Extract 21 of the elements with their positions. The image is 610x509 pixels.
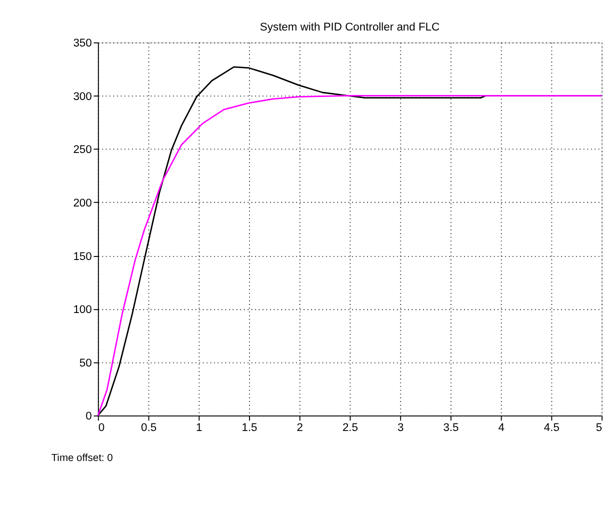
y-tick-label: 200 [73,197,92,210]
y-tick-label: 0 [86,410,92,423]
x-tick-label: 3.5 [443,422,459,434]
y-tick-label: 250 [73,144,92,156]
x-tick-label: 3 [397,422,404,434]
x-tick-label: 4.5 [544,422,560,434]
y-tick-label: 300 [73,90,92,103]
x-tick-label: 5 [596,422,602,434]
x-tick-label: 0.5 [140,422,157,434]
x-tick-label: 2 [296,422,303,434]
x-tick-label: 1 [196,422,202,434]
y-tick-label: 350 [73,38,92,50]
text: Time offset: 0 [51,453,114,464]
x-tick-label: 1.5 [242,422,258,434]
chart-title: System with PID Controller and FLC [260,21,440,34]
x-tick-label: 2.5 [342,422,358,434]
x-tick-label: 0 [98,422,105,434]
y-tick-label: 150 [73,250,92,263]
x-tick-label: 4 [498,422,504,434]
y-tick-label: 50 [79,357,92,370]
y-tick-label: 100 [73,304,92,316]
